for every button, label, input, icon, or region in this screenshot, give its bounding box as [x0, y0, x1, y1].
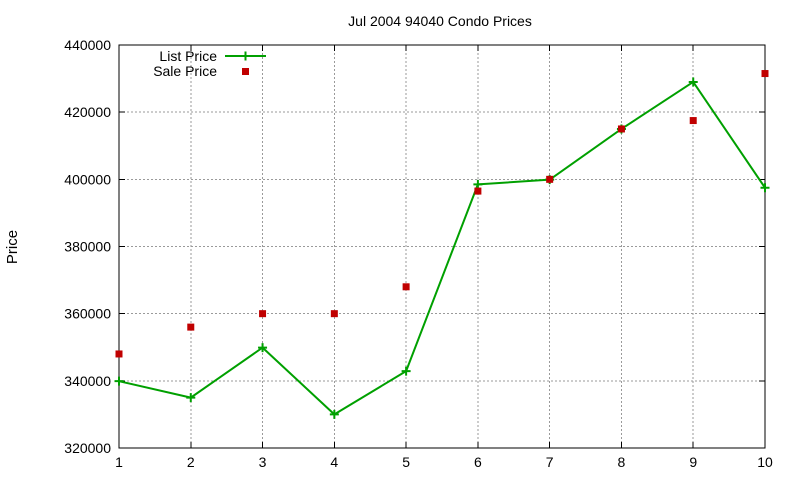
- x-tick-label: 8: [618, 454, 626, 470]
- y-tick-label: 380000: [64, 239, 111, 255]
- sale-price-point: [474, 187, 482, 195]
- list-price-point: [760, 183, 770, 193]
- list-price-point: [186, 393, 196, 403]
- list-price-point: [473, 179, 483, 189]
- x-tick-label: 2: [187, 454, 195, 470]
- y-tick-label: 340000: [64, 373, 111, 389]
- legend-swatch-list-price-marker: [241, 51, 250, 61]
- sale-price-point: [259, 310, 267, 318]
- x-tick-label: 1: [115, 454, 123, 470]
- x-tick-label: 4: [330, 454, 338, 470]
- axis-ticks: 320000 340000 360000 380000 400000 420000 4400…: [64, 37, 773, 470]
- series: [114, 70, 770, 419]
- list-price-line: [118, 80, 766, 416]
- y-tick-label: 320000: [64, 440, 111, 456]
- list-price-point: [114, 376, 124, 386]
- list-price-point: [688, 77, 698, 87]
- y-axis-label: Price: [4, 230, 21, 264]
- sale-price-point: [761, 70, 769, 78]
- x-tick-label: 7: [546, 454, 554, 470]
- legend-label-list-price: List Price: [159, 48, 217, 64]
- legend-swatch-sale-price-marker: [242, 68, 249, 75]
- x-tick-label: 5: [402, 454, 410, 470]
- chart-title: Jul 2004 94040 Condo Prices: [348, 13, 532, 29]
- sale-price-point: [546, 175, 554, 183]
- sale-price-point: [617, 125, 625, 133]
- list-price-point: [329, 409, 339, 419]
- y-tick-label: 440000: [64, 37, 111, 53]
- y-tick-label: 420000: [64, 104, 111, 120]
- list-price-point: [401, 366, 411, 376]
- x-tick-label: 10: [757, 454, 773, 470]
- sale-price-point: [115, 350, 123, 358]
- legend-label-sale-price: Sale Price: [153, 63, 217, 79]
- x-tick-label: 9: [689, 454, 697, 470]
- y-tick-label: 360000: [64, 306, 111, 322]
- list-price-point: [258, 343, 268, 353]
- sale-price-point: [402, 283, 410, 291]
- legend: List Price Sale Price: [153, 48, 266, 79]
- y-tick-label: 400000: [64, 171, 111, 187]
- grid: [119, 45, 765, 448]
- sale-price-point: [187, 323, 195, 331]
- x-tick-label: 6: [474, 454, 482, 470]
- x-tick-label: 3: [259, 454, 267, 470]
- sale-price-point: [330, 310, 338, 318]
- sale-price-point: [689, 117, 697, 125]
